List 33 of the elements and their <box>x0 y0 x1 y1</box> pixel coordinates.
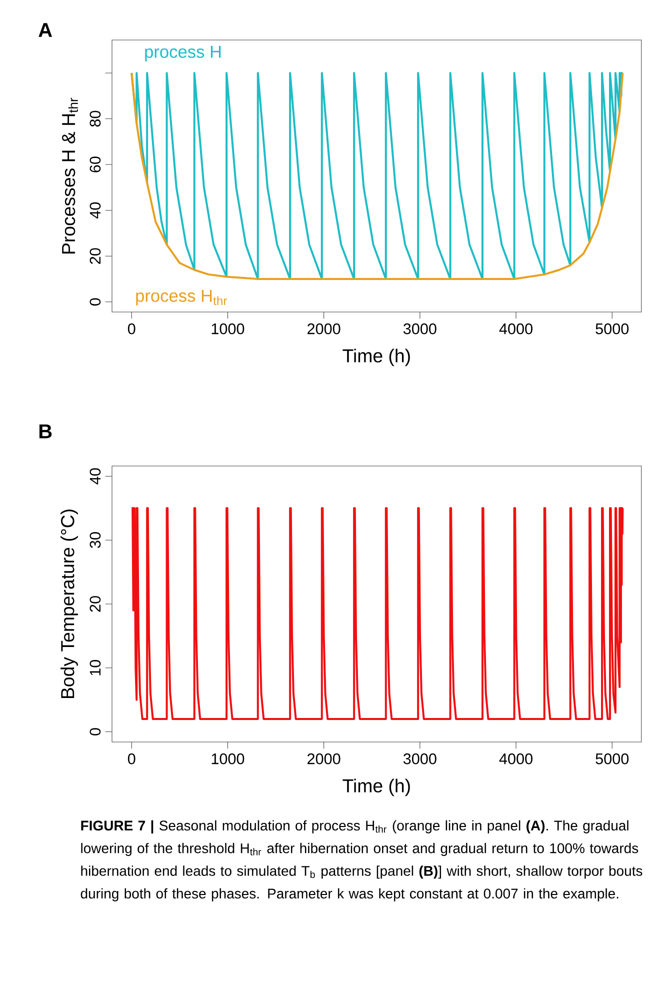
x-tick-label: 2000 <box>308 753 340 764</box>
y-axis-title: Body Temperature (°C) <box>60 510 78 698</box>
y-tick-label: 40 <box>90 202 101 219</box>
chart-title: A <box>38 23 52 37</box>
y-tick-label: 60 <box>90 156 101 172</box>
x-tick-label: 5000 <box>596 323 629 334</box>
x-tick-label: 3000 <box>403 323 436 334</box>
y-tick-label: 20 <box>90 596 101 612</box>
x-axis-title: Time (h) <box>342 348 410 366</box>
y-tick-label: 80 <box>90 110 101 127</box>
y-tick-label: 30 <box>90 532 101 548</box>
x-tick-label: 1000 <box>212 753 244 764</box>
line-series <box>130 72 624 280</box>
x-tick-label: 0 <box>128 753 136 764</box>
y-tick-label: 40 <box>90 468 101 484</box>
x-tick-label: 1000 <box>212 323 244 334</box>
x-tick-label: 4000 <box>499 323 532 334</box>
x-tick-label: 0 <box>128 323 136 334</box>
y-tick-label: 0 <box>90 298 101 306</box>
text: FIGURE 7 | Seasonal modulation of process H$_{thr}$ (orange line in panel (A). The gradual lowering of the threshold H$_{thr}$ after hibernation onset and gradual return to 100% towards hibernation end leads to simulated T$_{b}$ patterns [panel (B)] with short, shallow torpor bouts during both of these phases. Parameter k was kept constant at 0.007 in the example. <box>80 820 642 902</box>
x-axis-title: Time (h) <box>342 778 410 796</box>
series-label: process H <box>145 46 221 62</box>
x-tick-label: 3000 <box>403 753 436 764</box>
y-tick-label: 20 <box>90 248 101 264</box>
chart-title: B <box>39 424 52 438</box>
y-tick-label: 10 <box>90 660 101 676</box>
y-axis-title: Processes H & H$_{thr}$ <box>62 98 78 254</box>
series-label: process H$_{thr}$ <box>136 290 228 306</box>
y-tick-label: 0 <box>90 728 101 736</box>
line-series <box>130 507 624 720</box>
x-tick-label: 2000 <box>308 323 340 334</box>
x-tick-label: 4000 <box>499 753 532 764</box>
x-tick-label: 5000 <box>596 753 629 764</box>
